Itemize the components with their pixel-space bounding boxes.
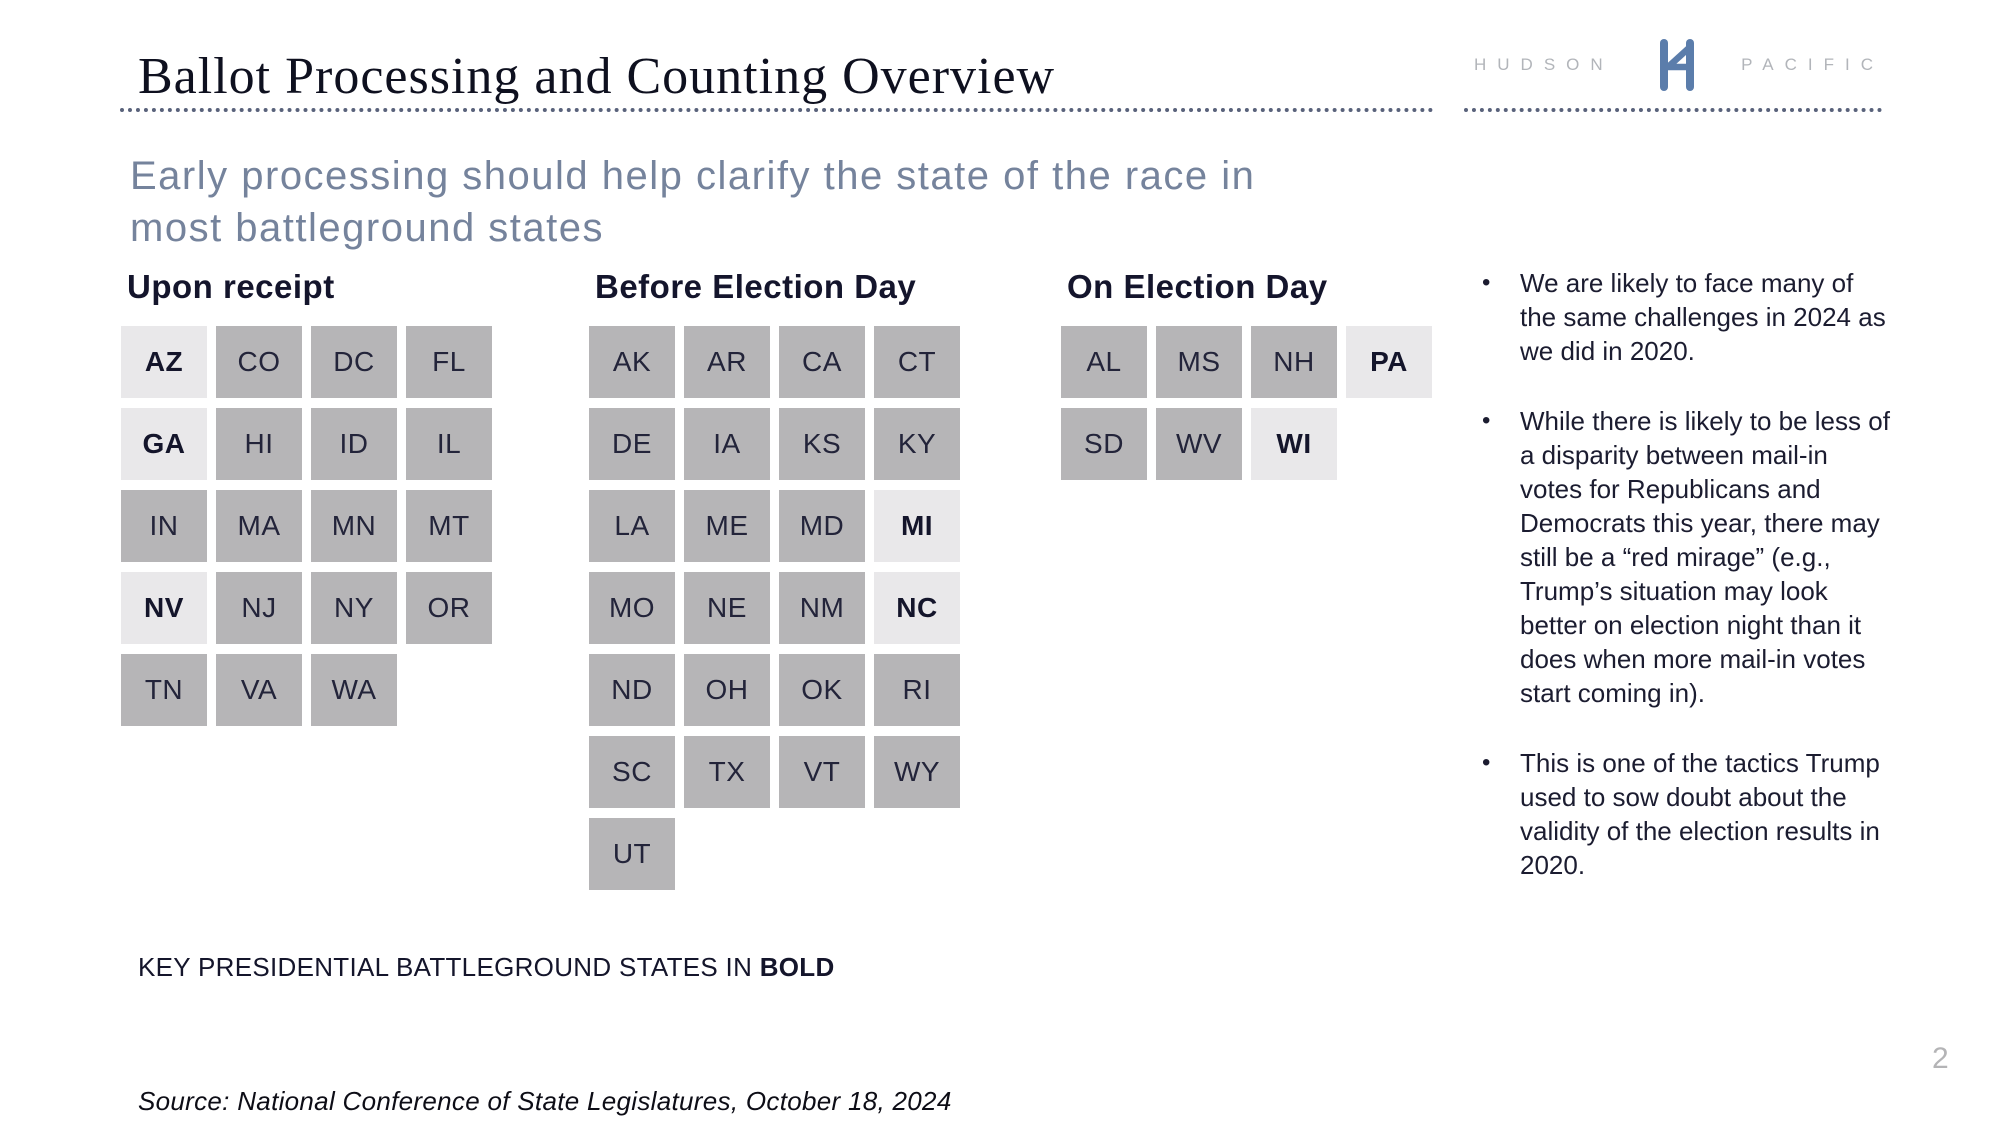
bullet-item-2: • While there is likely to be less of a d… bbox=[1482, 404, 1894, 710]
bullet-item-3: • This is one of the tactics Trump used t… bbox=[1482, 746, 1894, 882]
page-number: 2 bbox=[1932, 1042, 1949, 1075]
state-cell-ny: NY bbox=[311, 572, 397, 644]
state-cell-ms: MS bbox=[1156, 326, 1242, 398]
key-note: KEY PRESIDENTIAL BATTLEGROUND STATES IN … bbox=[138, 952, 835, 983]
source-note: Source: National Conference of State Leg… bbox=[138, 1086, 952, 1116]
bullet-text: This is one of the tactics Trump used to… bbox=[1520, 748, 1880, 880]
state-cell-dc: DC bbox=[311, 326, 397, 398]
state-cell-in: IN bbox=[121, 490, 207, 562]
state-cell-mo: MO bbox=[589, 572, 675, 644]
state-cell-or: OR bbox=[406, 572, 492, 644]
state-cell-ri: RI bbox=[874, 654, 960, 726]
bullet-item-1: • We are likely to face many of the same … bbox=[1482, 266, 1894, 368]
state-cell-ga: GA bbox=[121, 408, 207, 480]
bullet-dot: • bbox=[1482, 407, 1491, 434]
state-cell-hi: HI bbox=[216, 408, 302, 480]
state-cell-nc: NC bbox=[874, 572, 960, 644]
state-cell-az: AZ bbox=[121, 326, 207, 398]
state-cell-nm: NM bbox=[779, 572, 865, 644]
state-cell-la: LA bbox=[589, 490, 675, 562]
state-cell-al: AL bbox=[1061, 326, 1147, 398]
bullet-list: • We are likely to face many of the same … bbox=[1482, 266, 1894, 918]
state-cell-wa: WA bbox=[311, 654, 397, 726]
state-cell-ar: AR bbox=[684, 326, 770, 398]
state-cell-mt: MT bbox=[406, 490, 492, 562]
hudson-pacific-logo: HUDSON PACIFIC bbox=[1474, 36, 1884, 94]
state-cell-ma: MA bbox=[216, 490, 302, 562]
state-cell-sc: SC bbox=[589, 736, 675, 808]
grid-cells: AZ CO DC FL GA HI ID IL IN MA MN MT NV NJ NY OR TN VA WA bbox=[121, 326, 492, 726]
state-cell-oh: OH bbox=[684, 654, 770, 726]
grid-cells: AK AR CA CT DE IA KS KY LA ME MD MI MO NE NM NC ND OH OK RI… bbox=[589, 326, 960, 890]
state-cell-nh: NH bbox=[1251, 326, 1337, 398]
state-cell-nv: NV bbox=[121, 572, 207, 644]
state-cell-vt: VT bbox=[779, 736, 865, 808]
grid-header: Before Election Day bbox=[595, 268, 917, 305]
state-cell-sd: SD bbox=[1061, 408, 1147, 480]
state-cell-co: CO bbox=[216, 326, 302, 398]
state-cell-ne: NE bbox=[684, 572, 770, 644]
state-cell-ky: KY bbox=[874, 408, 960, 480]
state-cell-mn: MN bbox=[311, 490, 397, 562]
state-cell-il: IL bbox=[406, 408, 492, 480]
state-cell-nj: NJ bbox=[216, 572, 302, 644]
key-note-bold: BOLD bbox=[759, 952, 835, 982]
bullet-dot: • bbox=[1482, 269, 1491, 296]
state-cell-tx: TX bbox=[684, 736, 770, 808]
page-title: Ballot Processing and Counting Overview bbox=[138, 48, 1056, 105]
state-cell-ks: KS bbox=[779, 408, 865, 480]
grid-column-on-election-day: On Election Day AL MS NH PA SD WV WI bbox=[1061, 268, 1432, 480]
state-cell-de: DE bbox=[589, 408, 675, 480]
state-cell-nd: ND bbox=[589, 654, 675, 726]
key-note-prefix: KEY PRESIDENTIAL BATTLEGROUND STATES IN bbox=[138, 952, 760, 982]
grid-cells: AL MS NH PA SD WV WI bbox=[1061, 326, 1432, 480]
state-cell-md: MD bbox=[779, 490, 865, 562]
state-cell-ia: IA bbox=[684, 408, 770, 480]
state-cell-id: ID bbox=[311, 408, 397, 480]
state-cell-ca: CA bbox=[779, 326, 865, 398]
state-cell-ok: OK bbox=[779, 654, 865, 726]
logo-divider bbox=[1464, 108, 1882, 112]
bullet-text: While there is likely to be less of a di… bbox=[1520, 406, 1890, 708]
grid-column-upon-receipt: Upon receipt AZ CO DC FL GA HI ID IL IN MA MN MT NV NJ… bbox=[121, 268, 492, 726]
logo-word-pacific: PACIFIC bbox=[1741, 55, 1884, 74]
state-cell-mi: MI bbox=[874, 490, 960, 562]
subtitle-line-1: Early processing should help clarify the… bbox=[130, 154, 1256, 198]
state-cell-wv: WV bbox=[1156, 408, 1242, 480]
h-bridge-monogram-icon bbox=[1660, 39, 1695, 91]
state-cell-ct: CT bbox=[874, 326, 960, 398]
subtitle-line-2: most battleground states bbox=[130, 206, 605, 250]
subtitle: Early processing should help clarify the… bbox=[130, 150, 1255, 254]
bullet-dot: • bbox=[1482, 749, 1491, 776]
state-cell-pa: PA bbox=[1346, 326, 1432, 398]
state-cell-tn: TN bbox=[121, 654, 207, 726]
state-cell-va: VA bbox=[216, 654, 302, 726]
bullet-text: We are likely to face many of the same c… bbox=[1520, 268, 1886, 366]
state-cell-fl: FL bbox=[406, 326, 492, 398]
grid-header: On Election Day bbox=[1067, 268, 1328, 305]
state-cell-wy: WY bbox=[874, 736, 960, 808]
grid-column-before-election-day: Before Election Day AK AR CA CT DE IA KS KY LA ME M… bbox=[589, 268, 960, 890]
state-cell-ak: AK bbox=[589, 326, 675, 398]
grid-header: Upon receipt bbox=[127, 268, 335, 305]
logo-word-hudson: HUDSON bbox=[1474, 55, 1614, 74]
title-divider bbox=[120, 108, 1434, 112]
state-cell-me: ME bbox=[684, 490, 770, 562]
state-cell-ut: UT bbox=[589, 818, 675, 890]
state-cell-wi: WI bbox=[1251, 408, 1337, 480]
